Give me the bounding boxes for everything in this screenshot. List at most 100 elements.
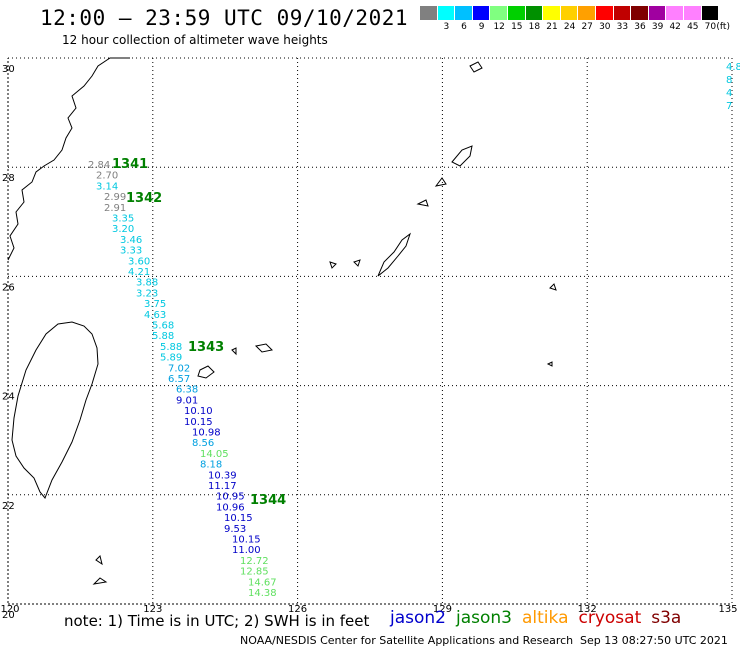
map-subtitle: 12 hour collection of altimeter wave hei… [62,33,328,47]
island-tokara [434,177,447,187]
legend-swatch [560,6,579,20]
legend-swatch [455,6,473,20]
swh-value: 3.46 [120,235,142,246]
swh-value: 10.39 [208,470,237,481]
island-small-7 [546,361,553,367]
swh-value: 2.70 [96,171,118,182]
island-okinawa [377,232,411,277]
swh-value: 10.10 [184,406,213,417]
pass-number: 1341 [112,157,148,172]
island-amami [451,145,473,167]
satellite-s3a: s3a [651,608,682,628]
color-legend-bar [420,6,720,20]
lon-tick-label: 120 [0,604,19,615]
edge-swh-value: 8 [726,75,732,86]
swh-value: 14.38 [248,588,277,599]
island-small-2 [353,259,361,267]
legend-label: 42 [669,22,681,32]
legend-swatch [507,6,526,20]
satellite-altika: altika [522,608,569,628]
satellite-legend: jason2 jason3 altika cryosat s3a [390,608,691,628]
island-small-1 [416,199,429,207]
lat-tick-label: 20 [2,610,15,621]
legend-swatch [631,6,649,20]
swh-value: 4.21 [128,267,150,278]
lon-tick-label: 123 [143,604,162,615]
swh-value: 9.01 [176,395,198,406]
swh-value: 12.85 [240,567,269,578]
legend-label: 3 [443,22,450,32]
axis-tick-labels: 120 123 126 129 132 135 30 28 26 24 22 20 [0,64,737,621]
swh-value: 14.05 [200,449,229,460]
taiwan-coast [11,321,99,499]
swh-value: 4.63 [144,310,166,321]
footnote: note: 1) Time is in UTC; 2) SWH is in fe… [64,612,370,630]
swh-value: 5.88 [160,342,182,353]
legend-label: 36 [634,22,646,32]
credit-timestamp: Sep 13 08:27:50 UTC 2021 [580,634,728,647]
edge-track-values: 4.8 8 4 7 [726,62,740,112]
island-miyako [254,343,274,353]
legend-swatch [666,6,684,20]
legend-swatch [613,6,632,20]
legend-label: 21 [546,22,558,32]
swh-value: 10.98 [192,428,221,439]
lat-tick-label: 28 [2,173,15,184]
swh-value: 2.99 [104,192,126,203]
swh-value: 3.75 [144,299,166,310]
swh-value: 3.88 [136,278,158,289]
china-coast [7,57,130,261]
credit-line: NOAA/NESDIS Center for Satellite Applica… [240,634,574,647]
island-small-3 [329,261,337,269]
swh-value: 10.96 [216,502,245,513]
legend-label: 33 [616,22,629,32]
swh-value: 8.18 [200,460,222,471]
legend-swatch [595,6,614,20]
lat-tick-label: 30 [2,64,15,75]
swh-value: 3.33 [120,246,142,257]
legend-swatch [543,6,561,20]
swh-value: 5.89 [160,353,182,364]
swh-value: 8.56 [192,438,214,449]
legend-label: 9 [478,22,485,32]
legend-swatch [683,6,702,20]
swh-value: 6.38 [176,385,198,396]
pass-number: 1343 [188,340,224,355]
pass-number: 1344 [250,493,286,508]
legend-swatch [490,6,508,20]
island-small-8 [231,347,237,356]
legend-label: 39 [651,22,664,32]
legend-label: 27 [581,22,593,32]
swh-value: 3.14 [96,181,118,192]
swh-value: 11.00 [232,545,261,556]
legend-label: 24 [563,22,576,32]
legend-swatch [525,6,544,20]
lat-tick-label: 26 [2,282,15,293]
legend-label: 45 [687,22,699,32]
altimeter-track: 2.842.703.142.992.913.353.203.463.333.60… [88,160,277,599]
pass-id-labels: 1341 1342 1343 1344 [112,157,286,508]
map-frame [7,57,733,605]
color-legend-labels: 3 6 9 12 15 18 21 24 27 30 33 36 39 42 45 70 (ft) [420,22,740,34]
lat-lon-grid [7,57,733,605]
edge-swh-value: 4.8 [726,62,740,73]
legend-swatch [472,6,491,20]
lon-tick-label: 126 [288,604,307,615]
swh-value: 7.02 [168,363,190,374]
swh-value: 10.95 [216,492,245,503]
legend-swatch [437,6,456,20]
legend-unit: (ft) [716,22,730,32]
pass-number: 1342 [126,191,162,206]
legend-label: 12 [493,22,505,32]
swh-value: 9.53 [224,524,246,535]
legend-label: 30 [599,22,611,32]
edge-swh-value: 4 [726,88,732,99]
map-title: 12:00 – 23:59 UTC 09/10/2021 [40,6,409,30]
swh-value: 10.15 [224,513,253,524]
swh-value: 10.15 [232,535,261,546]
lon-tick-label: 129 [433,604,452,615]
island-yakushima [469,61,483,73]
island-small-4 [95,555,103,566]
swh-value: 3.60 [128,256,150,267]
legend-swatch [420,6,438,20]
